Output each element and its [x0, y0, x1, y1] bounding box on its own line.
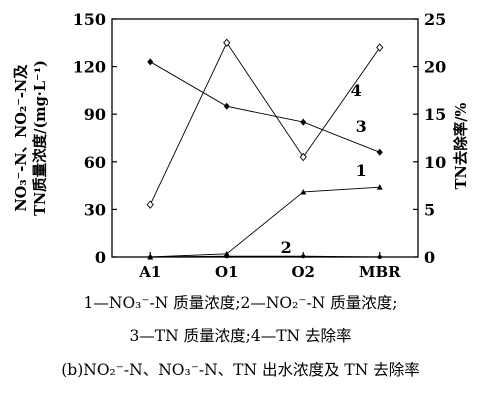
x-tick-label: A1: [138, 263, 161, 281]
series-4-point: [299, 152, 307, 162]
series-1-point: [376, 184, 383, 190]
dual-axis-line-chart: 0 30 60 90 120 150 0 5 10 15 20 25 A1 O1 O2 MBR NO₃⁻-N、N…: [13, 10, 470, 281]
left-tick-label: 60: [84, 153, 106, 172]
figure-caption: (b)NO₂⁻-N、NO₃⁻-N、TN 出水浓度及 TN 去除率: [61, 361, 420, 379]
right-axis-title: TN去除率/%: [452, 102, 470, 189]
right-tick-label: 10: [424, 153, 446, 172]
left-axis-title-line1: NO₃⁻-N、NO₂⁻-N及: [13, 64, 30, 212]
series-4-point: [223, 38, 231, 47]
series-3-point: [300, 118, 307, 126]
series-3-point: [223, 102, 230, 110]
left-axis-title-line2: TN质量浓度/(mg·L⁻¹): [31, 60, 49, 216]
series-3-label: 3: [356, 117, 367, 136]
right-tick-label: 5: [424, 200, 435, 219]
series-1-label: 1: [356, 161, 367, 180]
series-4-point: [146, 200, 154, 209]
left-tick-label: 0: [95, 248, 106, 267]
series-1-line: [150, 186, 380, 258]
legend-line-1: 1—NO₃⁻-N 质量浓度;2—NO₂⁻-N 质量浓度;: [83, 294, 398, 312]
x-tick-label: O1: [215, 263, 239, 281]
left-tick-label: 150: [73, 10, 106, 29]
series-4-point: [376, 43, 384, 52]
series-2-point: [301, 254, 306, 259]
series-2-point: [148, 255, 153, 259]
right-tick-label: 15: [424, 105, 446, 124]
series-3-line: [150, 61, 380, 153]
series-4-label: 4: [351, 81, 362, 100]
plot-frame: [111, 18, 419, 258]
series-2-point: [224, 254, 229, 259]
legend-line-2: 3—TN 质量浓度;4—TN 去除率: [129, 327, 352, 345]
series-4-line: [149, 41, 381, 205]
series-2-label: 2: [281, 238, 292, 257]
series-1-point: [300, 188, 307, 195]
series-3-point: [147, 58, 154, 66]
right-tick-label: 0: [424, 248, 435, 267]
right-tick-label: 20: [424, 58, 446, 77]
series-2-line: [150, 255, 380, 258]
series-2-point: [377, 255, 382, 259]
series-3-point: [376, 148, 383, 156]
right-tick-label: 25: [424, 10, 446, 29]
left-tick-label: 120: [73, 58, 106, 77]
left-tick-label: 90: [84, 105, 106, 124]
x-tick-label: O2: [291, 263, 315, 281]
x-tick-label: MBR: [359, 263, 401, 281]
left-tick-label: 30: [84, 200, 106, 219]
